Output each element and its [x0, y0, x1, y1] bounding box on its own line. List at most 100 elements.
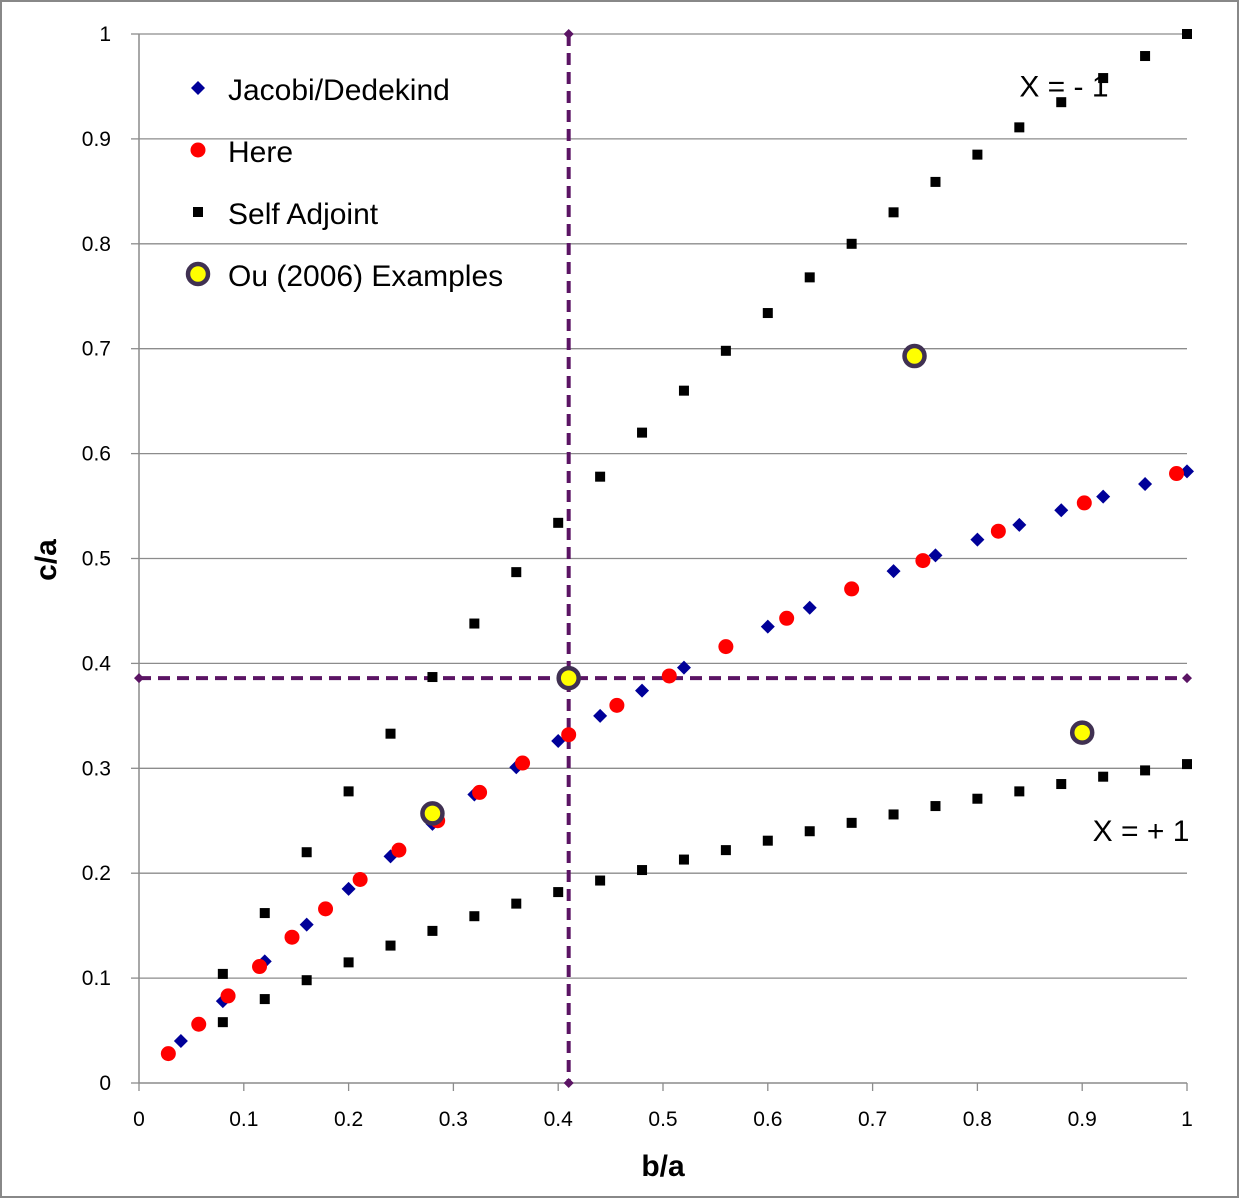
here-point — [220, 988, 236, 1004]
x-tick-label: 0.4 — [544, 1108, 574, 1131]
self-adjoint-point — [678, 385, 689, 396]
reference-line-endpoint — [134, 673, 144, 684]
jacobi-dedekind-point — [676, 660, 691, 675]
self-adjoint-point — [511, 567, 522, 578]
self-adjoint-point — [217, 968, 228, 979]
x-tick-label: 0.1 — [229, 1108, 258, 1131]
x-tick-label: 0.9 — [1068, 1108, 1097, 1131]
x-tick-label: 0.2 — [334, 1108, 363, 1131]
self-adjoint-point — [1056, 779, 1067, 790]
self-adjoint-point — [385, 940, 396, 951]
legend-ou-2006-examples-marker — [185, 261, 211, 287]
jacobi-dedekind-point — [635, 683, 650, 698]
here-point — [718, 639, 734, 655]
self-adjoint-point — [259, 908, 270, 919]
legend-jacobi-dedekind-label: Jacobi/Dedekind — [228, 74, 450, 107]
here-point — [661, 668, 677, 684]
self-adjoint-point — [343, 957, 354, 968]
jacobi-dedekind-point — [1096, 489, 1111, 504]
here-point — [1076, 495, 1092, 511]
self-adjoint-point — [301, 847, 312, 858]
here-point — [515, 755, 531, 771]
legend-ou-2006-examples: Ou (2006) Examples — [185, 260, 503, 293]
reference-line-endpoint — [563, 1078, 574, 1088]
self-adjoint-point — [678, 854, 689, 865]
ou-2006-example-point — [902, 343, 927, 369]
jacobi-dedekind-point — [1012, 517, 1027, 532]
jacobi-dedekind-point — [341, 881, 356, 896]
jacobi-dedekind-point — [593, 708, 608, 723]
jacobi-dedekind-point — [551, 734, 566, 749]
jacobi-dedekind-point — [760, 619, 775, 634]
y-tick-label: 0.5 — [82, 548, 111, 571]
self-adjoint-point — [469, 911, 480, 922]
self-adjoint-point — [1140, 51, 1151, 62]
self-adjoint-point — [469, 618, 480, 629]
here-point — [191, 1016, 207, 1032]
self-adjoint-point — [720, 845, 731, 856]
self-adjoint-point — [720, 345, 731, 356]
self-adjoint-point — [930, 176, 941, 187]
self-adjoint-point — [972, 149, 983, 160]
here-point — [915, 553, 931, 569]
reference-line-endpoint — [1182, 673, 1192, 684]
x-tick-label: 0.8 — [963, 1108, 992, 1131]
self-adjoint-point — [1140, 765, 1151, 776]
self-adjoint-point — [1098, 771, 1109, 782]
y-tick-label: 0.4 — [82, 652, 112, 675]
self-adjoint-point — [804, 272, 815, 283]
self-adjoint-point — [385, 728, 396, 739]
legend-self-adjoint: Self Adjoint — [193, 198, 379, 231]
legend-here-label: Here — [228, 136, 293, 169]
x-tick-label: 0.3 — [439, 1108, 468, 1131]
self-adjoint-point — [930, 801, 941, 812]
x-tick-label: 0.6 — [753, 1108, 782, 1131]
here-point — [252, 959, 268, 975]
ou-2006-example-point — [556, 665, 581, 691]
jacobi-dedekind-point — [173, 1034, 188, 1049]
axes: 0 0.1 0.2 0.3 0.4 0.5 0.6 0.7 0.8 0.9 1 0 0.1 0.2 0.3 0… — [82, 23, 1193, 1131]
self-adjoint-point — [637, 865, 648, 876]
self-adjoint-point — [217, 1017, 228, 1028]
annotation-x-plus-1: X = + 1 — [1093, 815, 1190, 848]
y-tick-label: 0.1 — [82, 967, 111, 990]
self-adjoint-point — [1056, 97, 1067, 108]
here-point — [844, 581, 860, 597]
here-point — [352, 871, 368, 887]
self-adjoint-point — [553, 887, 564, 898]
ou-2006-example-point — [420, 801, 445, 826]
self-adjoint-point — [762, 308, 773, 319]
jacobi-dedekind-point — [928, 548, 943, 563]
legend-jacobi-dedekind-marker — [191, 81, 205, 95]
here-point — [472, 784, 488, 800]
self-adjoint-point — [846, 817, 857, 828]
y-axis-title: c/a — [30, 539, 63, 581]
y-tick-label: 0 — [99, 1072, 111, 1095]
self-adjoint-point — [511, 898, 522, 909]
legend-ou-2006-examples-label: Ou (2006) Examples — [228, 260, 503, 293]
here-point — [391, 842, 407, 858]
jacobi-dedekind-point — [299, 917, 314, 932]
annotation-x-minus-1: X = - 1 — [1019, 70, 1108, 103]
y-tick-label: 0.2 — [82, 862, 111, 885]
here-point — [990, 523, 1006, 539]
here-point — [1169, 466, 1185, 482]
self-adjoint-point — [804, 826, 815, 837]
self-adjoint-point — [427, 925, 438, 936]
self-adjoint-point — [1014, 786, 1025, 797]
self-adjoint-point — [972, 793, 983, 804]
legend-jacobi-dedekind: Jacobi/Dedekind — [191, 74, 450, 107]
jacobi-dedekind-point — [1138, 477, 1153, 492]
legend: Jacobi/Dedekind Here Self Adjoint Ou (2006)… — [185, 74, 503, 293]
legend-here: Here — [190, 136, 293, 169]
self-adjoint-point — [427, 672, 438, 683]
legend-self-adjoint-marker — [193, 207, 203, 217]
legend-here-marker — [190, 142, 206, 158]
self-adjoint-point — [888, 809, 899, 820]
here-point — [160, 1046, 176, 1062]
here-point — [284, 929, 300, 945]
self-adjoint-point — [301, 975, 312, 986]
self-adjoint-point — [595, 471, 606, 482]
x-tick-label: 0.5 — [648, 1108, 677, 1131]
